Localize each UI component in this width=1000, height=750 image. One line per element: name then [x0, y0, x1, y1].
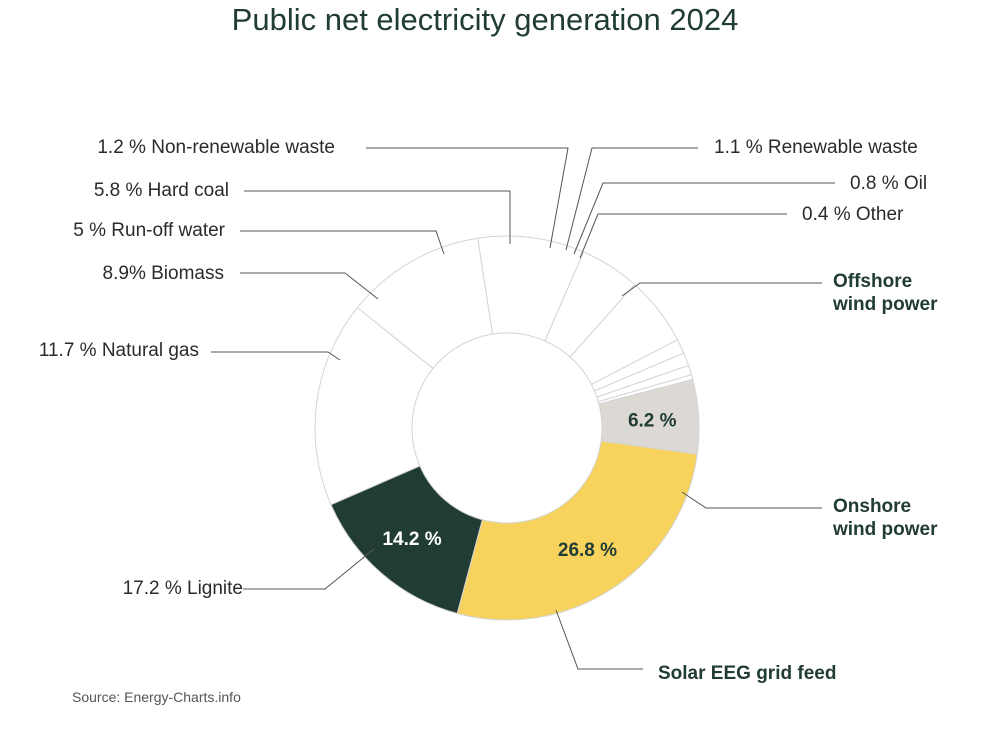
slice-group	[314, 235, 700, 621]
slice-value-onshore: 26.8 %	[558, 540, 617, 561]
outer-label-hardcoal: 5.8 % Hard coal	[94, 180, 229, 201]
outer-label-rwaste: 1.1 % Renewable waste	[714, 137, 918, 158]
leader-line-solar	[555, 609, 643, 670]
category-label-solar: Solar EEG grid feed	[658, 663, 836, 684]
leader-line-group	[211, 147, 835, 670]
leader-line-hardcoal	[244, 190, 511, 244]
leader-line-lignite	[243, 548, 375, 590]
category-label-line: Offshore	[833, 271, 912, 292]
slice-value-offshore: 6.2 %	[628, 410, 677, 431]
category-label-line: Solar EEG grid feed	[658, 663, 836, 684]
outer-label-runoff: 5 % Run-off water	[73, 220, 225, 241]
leader-line-onshore	[681, 491, 822, 509]
outer-label-nrwaste: 1.2 % Non-renewable waste	[97, 137, 335, 158]
leader-line-offshore	[621, 282, 822, 297]
leader-line-biomass	[240, 272, 379, 300]
outer-label-biomass: 8.9% Biomass	[103, 263, 224, 284]
outer-label-other: 0.4 % Other	[802, 204, 904, 225]
source-note: Source: Energy-Charts.info	[72, 689, 241, 705]
leader-line-oil	[573, 182, 835, 255]
slice-value-solar: 14.2 %	[382, 529, 441, 550]
label-group: 14.2 % 6.2 % 26.8 % Solar EEG grid feed 17.2…	[39, 137, 938, 684]
outer-label-lignite: 17.2 % Lignite	[123, 578, 243, 599]
slice-onshore	[456, 440, 698, 621]
slice-lignite	[314, 306, 434, 506]
category-label-line: wind power	[832, 294, 938, 315]
category-label-line: wind power	[832, 519, 938, 540]
outer-label-gas: 11.7 % Natural gas	[39, 340, 199, 361]
leader-line-other	[579, 213, 787, 259]
chart-title: Public net electricity generation 2024	[232, 2, 739, 37]
category-label-offshore: Offshore wind power	[832, 271, 938, 315]
leader-line-nrwaste	[366, 147, 569, 249]
leader-line-runoff	[240, 230, 445, 255]
leader-line-rwaste	[565, 147, 698, 251]
outer-label-oil: 0.8 % Oil	[850, 173, 927, 194]
leader-line-gas	[211, 351, 341, 361]
category-label-onshore: Onshore wind power	[832, 496, 938, 540]
category-label-line: Onshore	[833, 496, 911, 517]
